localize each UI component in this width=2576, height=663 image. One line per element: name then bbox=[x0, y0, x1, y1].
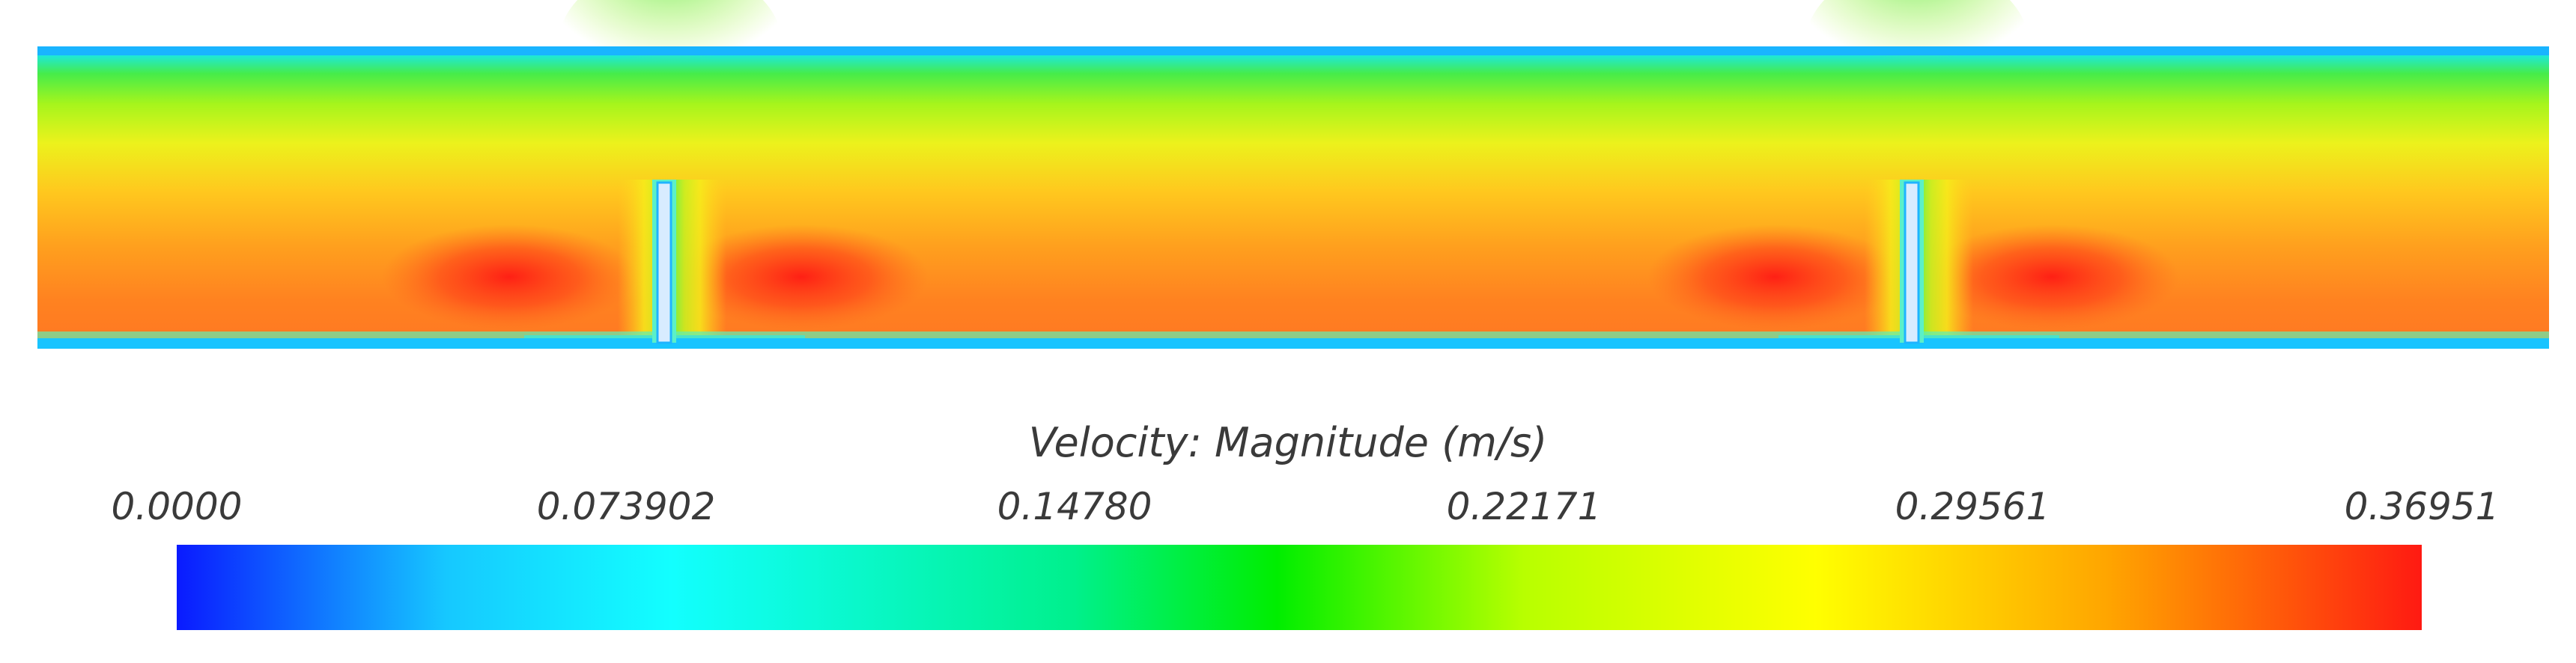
floor-boundary-layer bbox=[37, 332, 2549, 338]
surface-dip-left bbox=[558, 0, 783, 129]
baffle-right bbox=[1904, 181, 1920, 344]
hotspot-3 bbox=[1647, 224, 1902, 329]
legend-tick-1: 0.073902 bbox=[536, 485, 716, 528]
legend-tick-0: 0.0000 bbox=[111, 485, 243, 528]
baffle-left bbox=[656, 181, 672, 344]
velocity-contour-field bbox=[37, 0, 2549, 349]
baffle-wake-left-b bbox=[674, 180, 726, 344]
hotspot-1 bbox=[382, 224, 637, 329]
hotspot-2 bbox=[674, 224, 929, 329]
legend-colorbar bbox=[177, 545, 2422, 630]
legend-tick-2: 0.14780 bbox=[997, 485, 1152, 528]
baffle-wake-right-b bbox=[1921, 180, 1973, 344]
legend-title: Velocity: Magnitude (m/s) bbox=[1028, 419, 1548, 466]
hotspot-4 bbox=[1925, 224, 2179, 329]
legend-tick-5: 0.36951 bbox=[2344, 485, 2500, 528]
legend-tick-3: 0.22171 bbox=[1446, 485, 1602, 528]
legend-tick-4: 0.29561 bbox=[1895, 485, 2050, 528]
surface-dip-right bbox=[1805, 0, 2029, 129]
top-wall-layer bbox=[37, 46, 2549, 55]
